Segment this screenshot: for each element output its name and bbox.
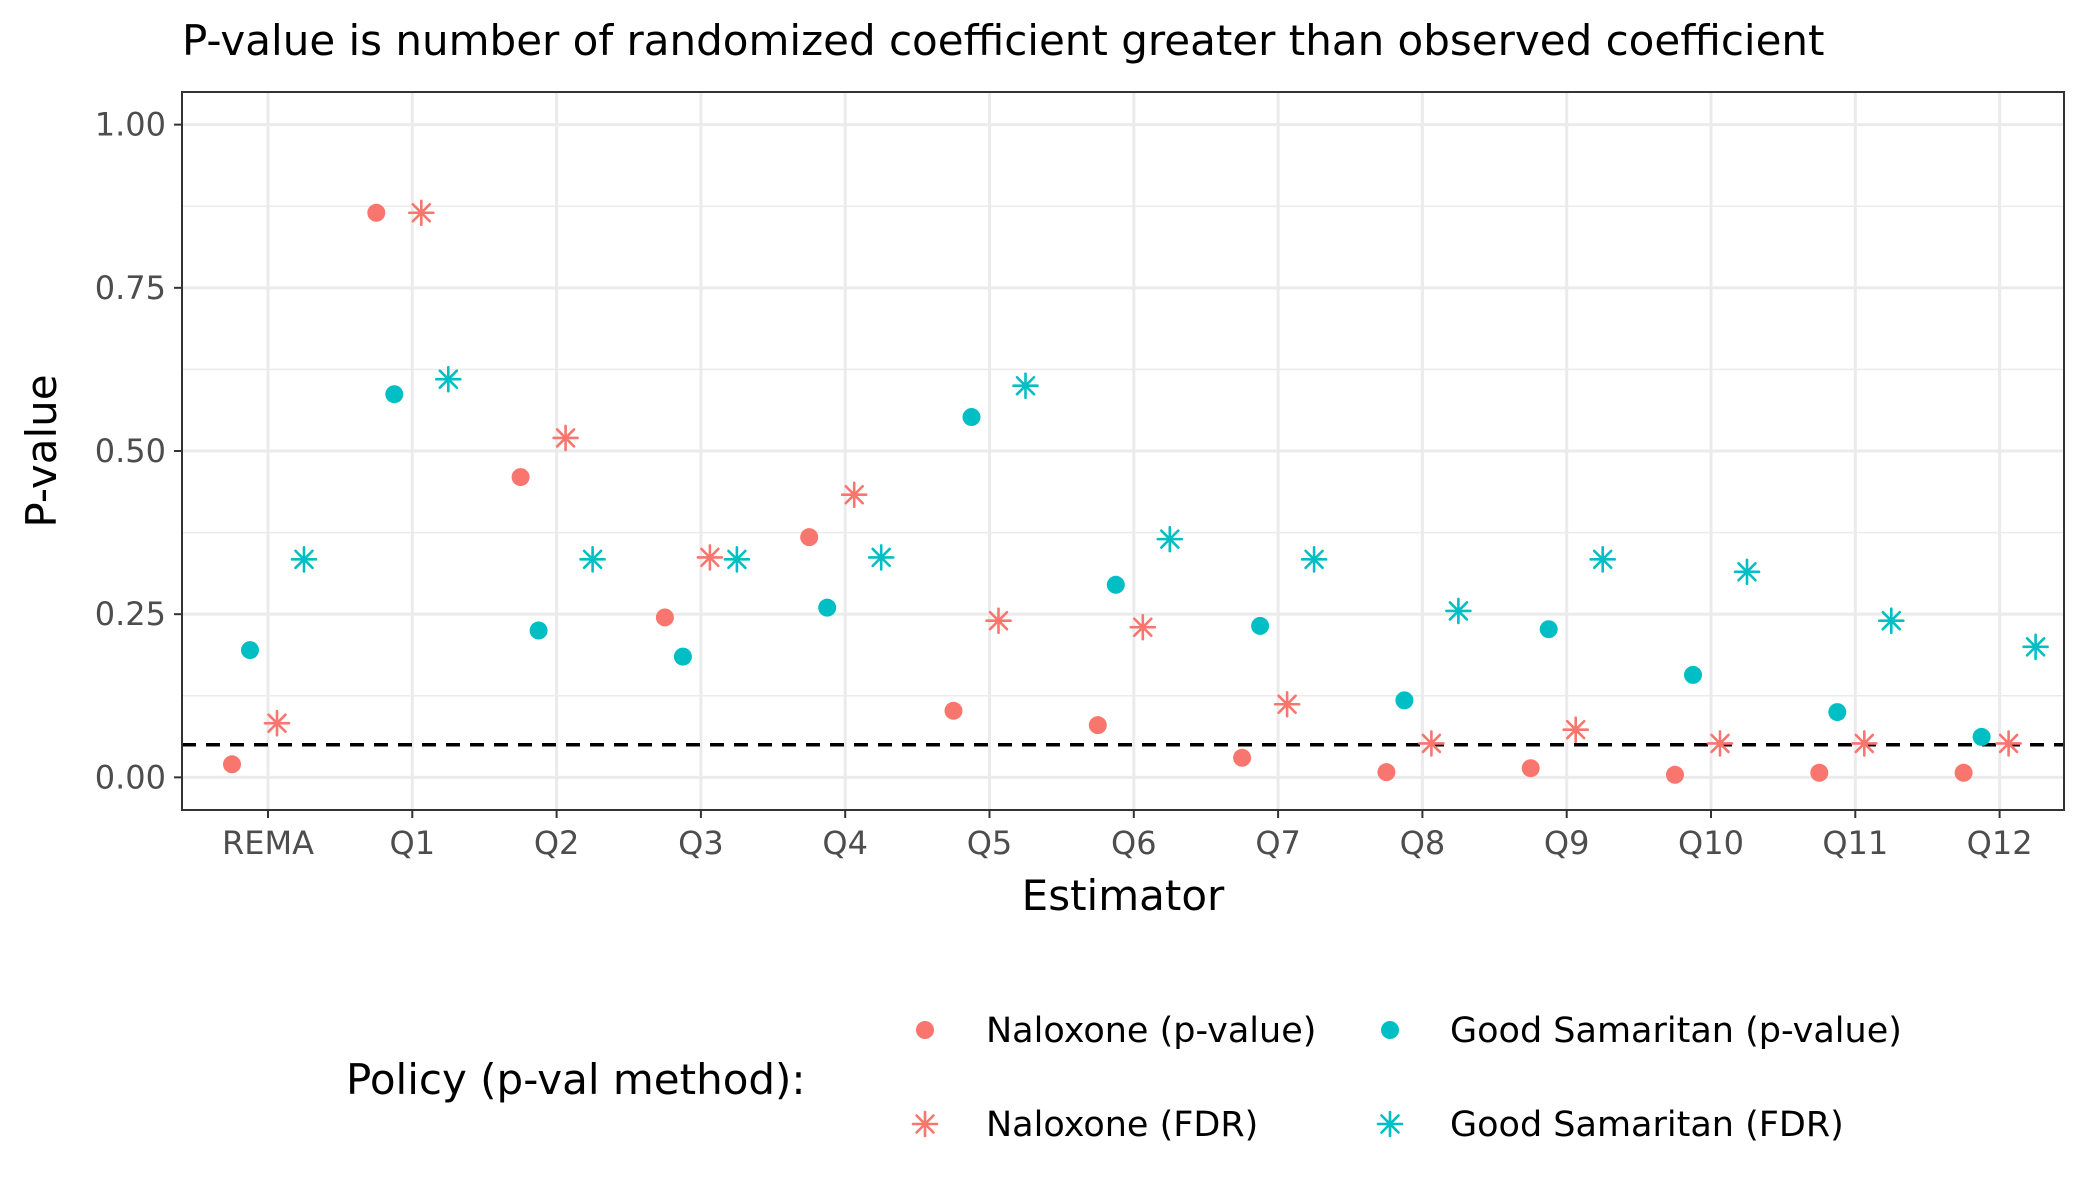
- point-naloxone-fdr: [1995, 730, 2022, 757]
- point-naloxone-p-value: [223, 755, 241, 774]
- x-tick-label: Q4: [822, 824, 868, 862]
- point-naloxone-p-value: [1233, 748, 1252, 767]
- x-tick-label: Q6: [1111, 824, 1157, 862]
- point-good-samaritan-fdr: [1300, 546, 1328, 573]
- point-naloxone-fdr: [1706, 730, 1734, 757]
- point-good-samaritan-fdr: [579, 546, 606, 573]
- legend-key-naloxone-fdr: [911, 1110, 939, 1138]
- y-axis-title: P-value: [17, 374, 66, 527]
- x-tick-label: Q8: [1400, 824, 1446, 862]
- x-tick-label: REMA: [222, 824, 314, 862]
- point-good-samaritan-fdr: [1445, 597, 1472, 625]
- point-naloxone-p-value: [800, 528, 819, 547]
- point-naloxone-fdr: [1273, 690, 1301, 718]
- point-naloxone-fdr: [1418, 730, 1445, 757]
- point-naloxone-fdr: [263, 709, 291, 737]
- point-naloxone-p-value: [1088, 716, 1107, 735]
- point-good-samaritan-p-value: [1395, 691, 1414, 710]
- point-good-samaritan-fdr: [1156, 525, 1184, 553]
- x-axis: REMA Q1 Q2 Q3 Q4 Q5 Q6 Q7 Q8 Q9 Q10 Q11 Q12: [222, 810, 2033, 862]
- legend-key-good-samaritan-fdr: [1376, 1110, 1404, 1138]
- point-good-samaritan-fdr: [1589, 546, 1616, 573]
- x-tick-label: Q9: [1544, 824, 1590, 862]
- x-tick-label: Q11: [1822, 824, 1888, 862]
- point-naloxone-p-value: [511, 468, 530, 487]
- point-naloxone-fdr: [1129, 613, 1157, 641]
- point-good-samaritan-p-value: [1684, 665, 1702, 684]
- point-good-samaritan-fdr: [434, 365, 462, 393]
- point-good-samaritan-p-value: [1539, 620, 1558, 639]
- grid: [182, 92, 2064, 810]
- point-naloxone-fdr: [1851, 730, 1878, 757]
- point-naloxone-fdr: [407, 199, 435, 227]
- point-good-samaritan-p-value: [818, 598, 837, 617]
- point-naloxone-p-value: [1954, 763, 1973, 782]
- point-naloxone-p-value: [1521, 759, 1540, 778]
- point-naloxone-fdr: [552, 424, 579, 452]
- x-tick-label: Q2: [534, 824, 580, 862]
- x-tick-label: Q7: [1255, 824, 1301, 862]
- legend-label-good-samaritan-p-value: Good Samaritan (p-value): [1450, 1011, 1902, 1051]
- y-tick-label: 0.00: [95, 758, 166, 796]
- chart-title: P-value is number of randomized coeffici…: [182, 16, 1825, 65]
- point-good-samaritan-p-value: [241, 641, 259, 660]
- point-good-samaritan-p-value: [529, 621, 548, 640]
- x-tick-label: Q10: [1678, 824, 1744, 862]
- legend-label-naloxone-fdr: Naloxone (FDR): [986, 1105, 1258, 1145]
- y-tick-label: 1.00: [95, 106, 166, 144]
- y-tick-label: 0.25: [95, 595, 166, 633]
- point-good-samaritan-fdr: [1878, 607, 1905, 635]
- point-good-samaritan-p-value: [1972, 727, 1991, 746]
- y-axis: 0.00 0.25 0.50 0.75 1.00: [95, 106, 182, 796]
- point-good-samaritan-p-value: [673, 647, 692, 666]
- point-good-samaritan-fdr: [867, 544, 895, 571]
- point-naloxone-p-value: [1666, 765, 1684, 784]
- point-naloxone-fdr: [1562, 716, 1589, 744]
- point-good-samaritan-p-value: [1251, 616, 1270, 635]
- legend-label-naloxone-p-value: Naloxone (p-value): [986, 1011, 1316, 1051]
- point-good-samaritan-fdr: [723, 546, 751, 573]
- x-tick-label: Q5: [967, 824, 1013, 862]
- point-naloxone-p-value: [1377, 763, 1396, 782]
- legend-key-naloxone-p-value: [916, 1021, 934, 1039]
- legend-label-good-samaritan-fdr: Good Samaritan (FDR): [1450, 1105, 1844, 1145]
- data-points: [223, 199, 2049, 784]
- point-naloxone-p-value: [367, 203, 386, 222]
- point-naloxone-fdr: [985, 607, 1012, 635]
- x-tick-label: Q3: [678, 824, 724, 862]
- point-naloxone-p-value: [655, 608, 674, 627]
- point-good-samaritan-p-value: [1106, 575, 1125, 594]
- point-good-samaritan-fdr: [1733, 558, 1761, 586]
- point-naloxone-p-value: [1810, 763, 1829, 782]
- point-good-samaritan-fdr: [290, 546, 318, 573]
- point-naloxone-p-value: [944, 701, 963, 720]
- legend-title: Policy (p-val method):: [346, 1055, 806, 1104]
- point-good-samaritan-p-value: [385, 385, 404, 404]
- point-naloxone-fdr: [840, 481, 868, 509]
- legend: Policy (p-val method): Naloxone (p-value…: [346, 1011, 1902, 1145]
- point-good-samaritan-fdr: [1012, 372, 1039, 400]
- point-good-samaritan-p-value: [962, 408, 981, 427]
- x-tick-label: Q1: [390, 824, 436, 862]
- y-tick-label: 0.50: [95, 432, 166, 470]
- x-axis-title: Estimator: [1022, 871, 1225, 920]
- point-good-samaritan-p-value: [1828, 703, 1847, 722]
- y-tick-label: 0.75: [95, 269, 166, 307]
- point-naloxone-fdr: [696, 544, 724, 571]
- legend-key-good-samaritan-p-value: [1381, 1021, 1399, 1039]
- x-tick-label: Q12: [1967, 824, 2033, 862]
- point-good-samaritan-fdr: [2022, 633, 2049, 661]
